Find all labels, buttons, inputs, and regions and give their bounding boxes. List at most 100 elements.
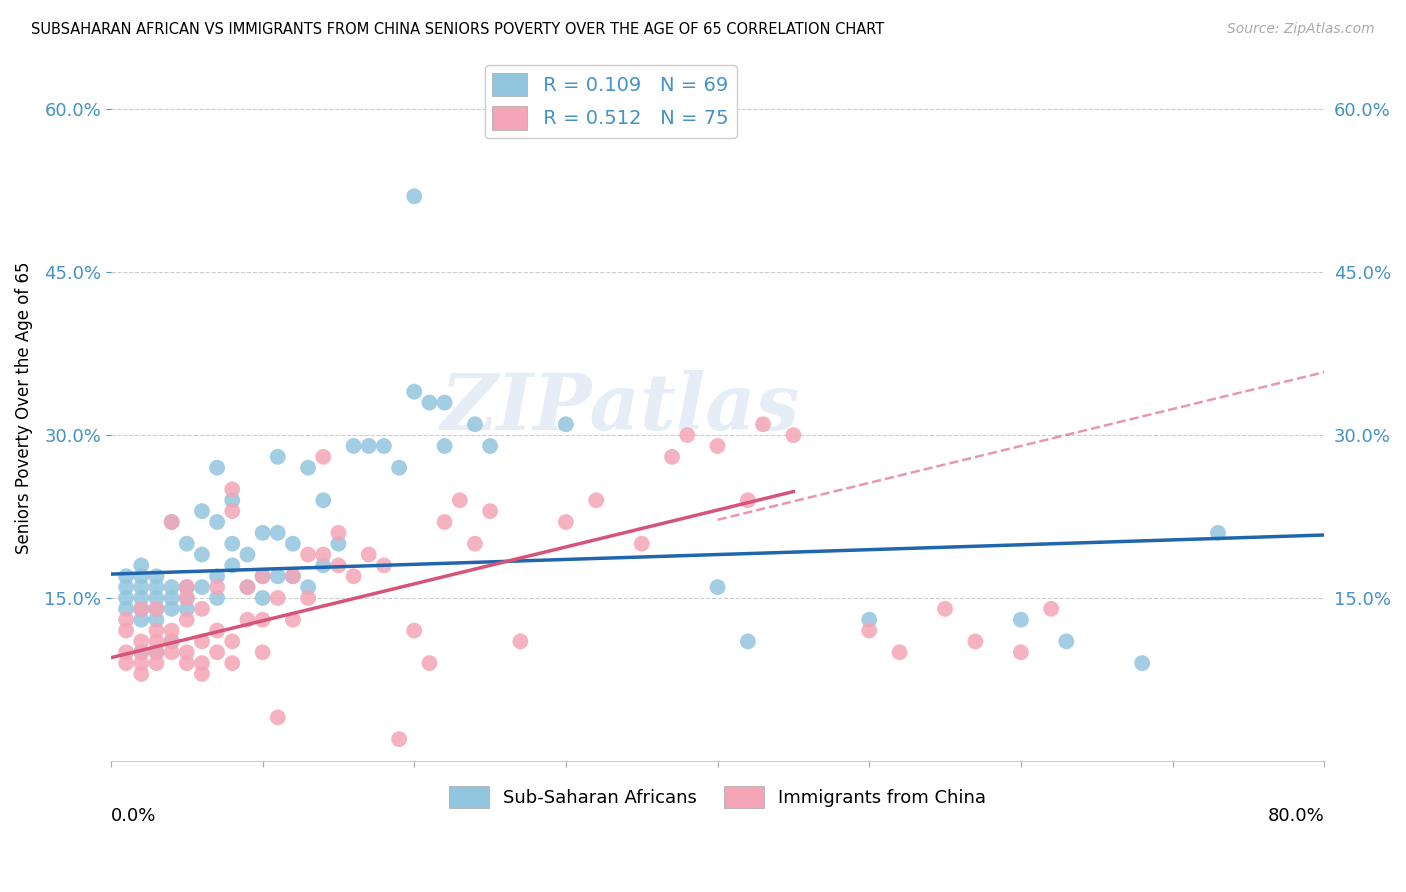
Point	[145, 602, 167, 616]
Point	[706, 580, 728, 594]
Point	[858, 613, 880, 627]
Point	[252, 525, 274, 540]
Point	[145, 591, 167, 605]
Point	[191, 634, 214, 648]
Point	[1040, 602, 1063, 616]
Point	[205, 569, 228, 583]
Point	[1130, 656, 1153, 670]
Point	[267, 591, 290, 605]
Point	[281, 569, 304, 583]
Point	[509, 634, 531, 648]
Point	[433, 439, 456, 453]
Point	[965, 634, 987, 648]
Point	[479, 439, 502, 453]
Point	[418, 395, 440, 409]
Point	[1010, 613, 1032, 627]
Point	[889, 645, 911, 659]
Point	[281, 569, 304, 583]
Point	[176, 580, 198, 594]
Point	[221, 656, 243, 670]
Point	[312, 558, 335, 573]
Point	[176, 613, 198, 627]
Point	[449, 493, 471, 508]
Point	[221, 537, 243, 551]
Point	[404, 384, 426, 399]
Point	[357, 439, 380, 453]
Point	[252, 569, 274, 583]
Point	[236, 548, 259, 562]
Point	[297, 591, 319, 605]
Point	[418, 656, 440, 670]
Point	[115, 656, 138, 670]
Point	[129, 602, 152, 616]
Point	[236, 613, 259, 627]
Point	[129, 591, 152, 605]
Text: ZIPatlas: ZIPatlas	[441, 370, 800, 446]
Text: 80.0%: 80.0%	[1267, 806, 1324, 825]
Point	[252, 613, 274, 627]
Point	[129, 613, 152, 627]
Point	[115, 580, 138, 594]
Point	[281, 613, 304, 627]
Point	[205, 624, 228, 638]
Point	[328, 558, 350, 573]
Point	[554, 417, 576, 432]
Text: SUBSAHARAN AFRICAN VS IMMIGRANTS FROM CHINA SENIORS POVERTY OVER THE AGE OF 65 C: SUBSAHARAN AFRICAN VS IMMIGRANTS FROM CH…	[31, 22, 884, 37]
Point	[205, 591, 228, 605]
Point	[115, 645, 138, 659]
Point	[221, 558, 243, 573]
Point	[1010, 645, 1032, 659]
Point	[176, 602, 198, 616]
Point	[297, 580, 319, 594]
Point	[373, 558, 395, 573]
Point	[145, 656, 167, 670]
Point	[464, 417, 486, 432]
Point	[934, 602, 956, 616]
Point	[145, 645, 167, 659]
Point	[342, 569, 364, 583]
Legend: Sub-Saharan Africans, Immigrants from China: Sub-Saharan Africans, Immigrants from Ch…	[441, 779, 994, 815]
Point	[176, 537, 198, 551]
Point	[676, 428, 699, 442]
Point	[236, 580, 259, 594]
Point	[145, 580, 167, 594]
Point	[312, 548, 335, 562]
Point	[129, 645, 152, 659]
Point	[267, 450, 290, 464]
Point	[191, 602, 214, 616]
Point	[630, 537, 652, 551]
Point	[205, 645, 228, 659]
Point	[585, 493, 607, 508]
Point	[221, 504, 243, 518]
Point	[115, 613, 138, 627]
Text: 0.0%: 0.0%	[111, 806, 156, 825]
Point	[433, 515, 456, 529]
Point	[388, 732, 411, 747]
Point	[858, 624, 880, 638]
Point	[404, 189, 426, 203]
Point	[267, 525, 290, 540]
Point	[433, 395, 456, 409]
Point	[281, 537, 304, 551]
Point	[115, 569, 138, 583]
Point	[554, 515, 576, 529]
Point	[236, 580, 259, 594]
Point	[145, 624, 167, 638]
Point	[782, 428, 804, 442]
Point	[145, 613, 167, 627]
Point	[464, 537, 486, 551]
Point	[205, 460, 228, 475]
Point	[160, 515, 183, 529]
Point	[373, 439, 395, 453]
Point	[115, 591, 138, 605]
Point	[160, 602, 183, 616]
Point	[129, 667, 152, 681]
Point	[176, 656, 198, 670]
Point	[252, 645, 274, 659]
Point	[176, 580, 198, 594]
Point	[752, 417, 775, 432]
Point	[1206, 525, 1229, 540]
Point	[328, 537, 350, 551]
Point	[191, 656, 214, 670]
Point	[129, 634, 152, 648]
